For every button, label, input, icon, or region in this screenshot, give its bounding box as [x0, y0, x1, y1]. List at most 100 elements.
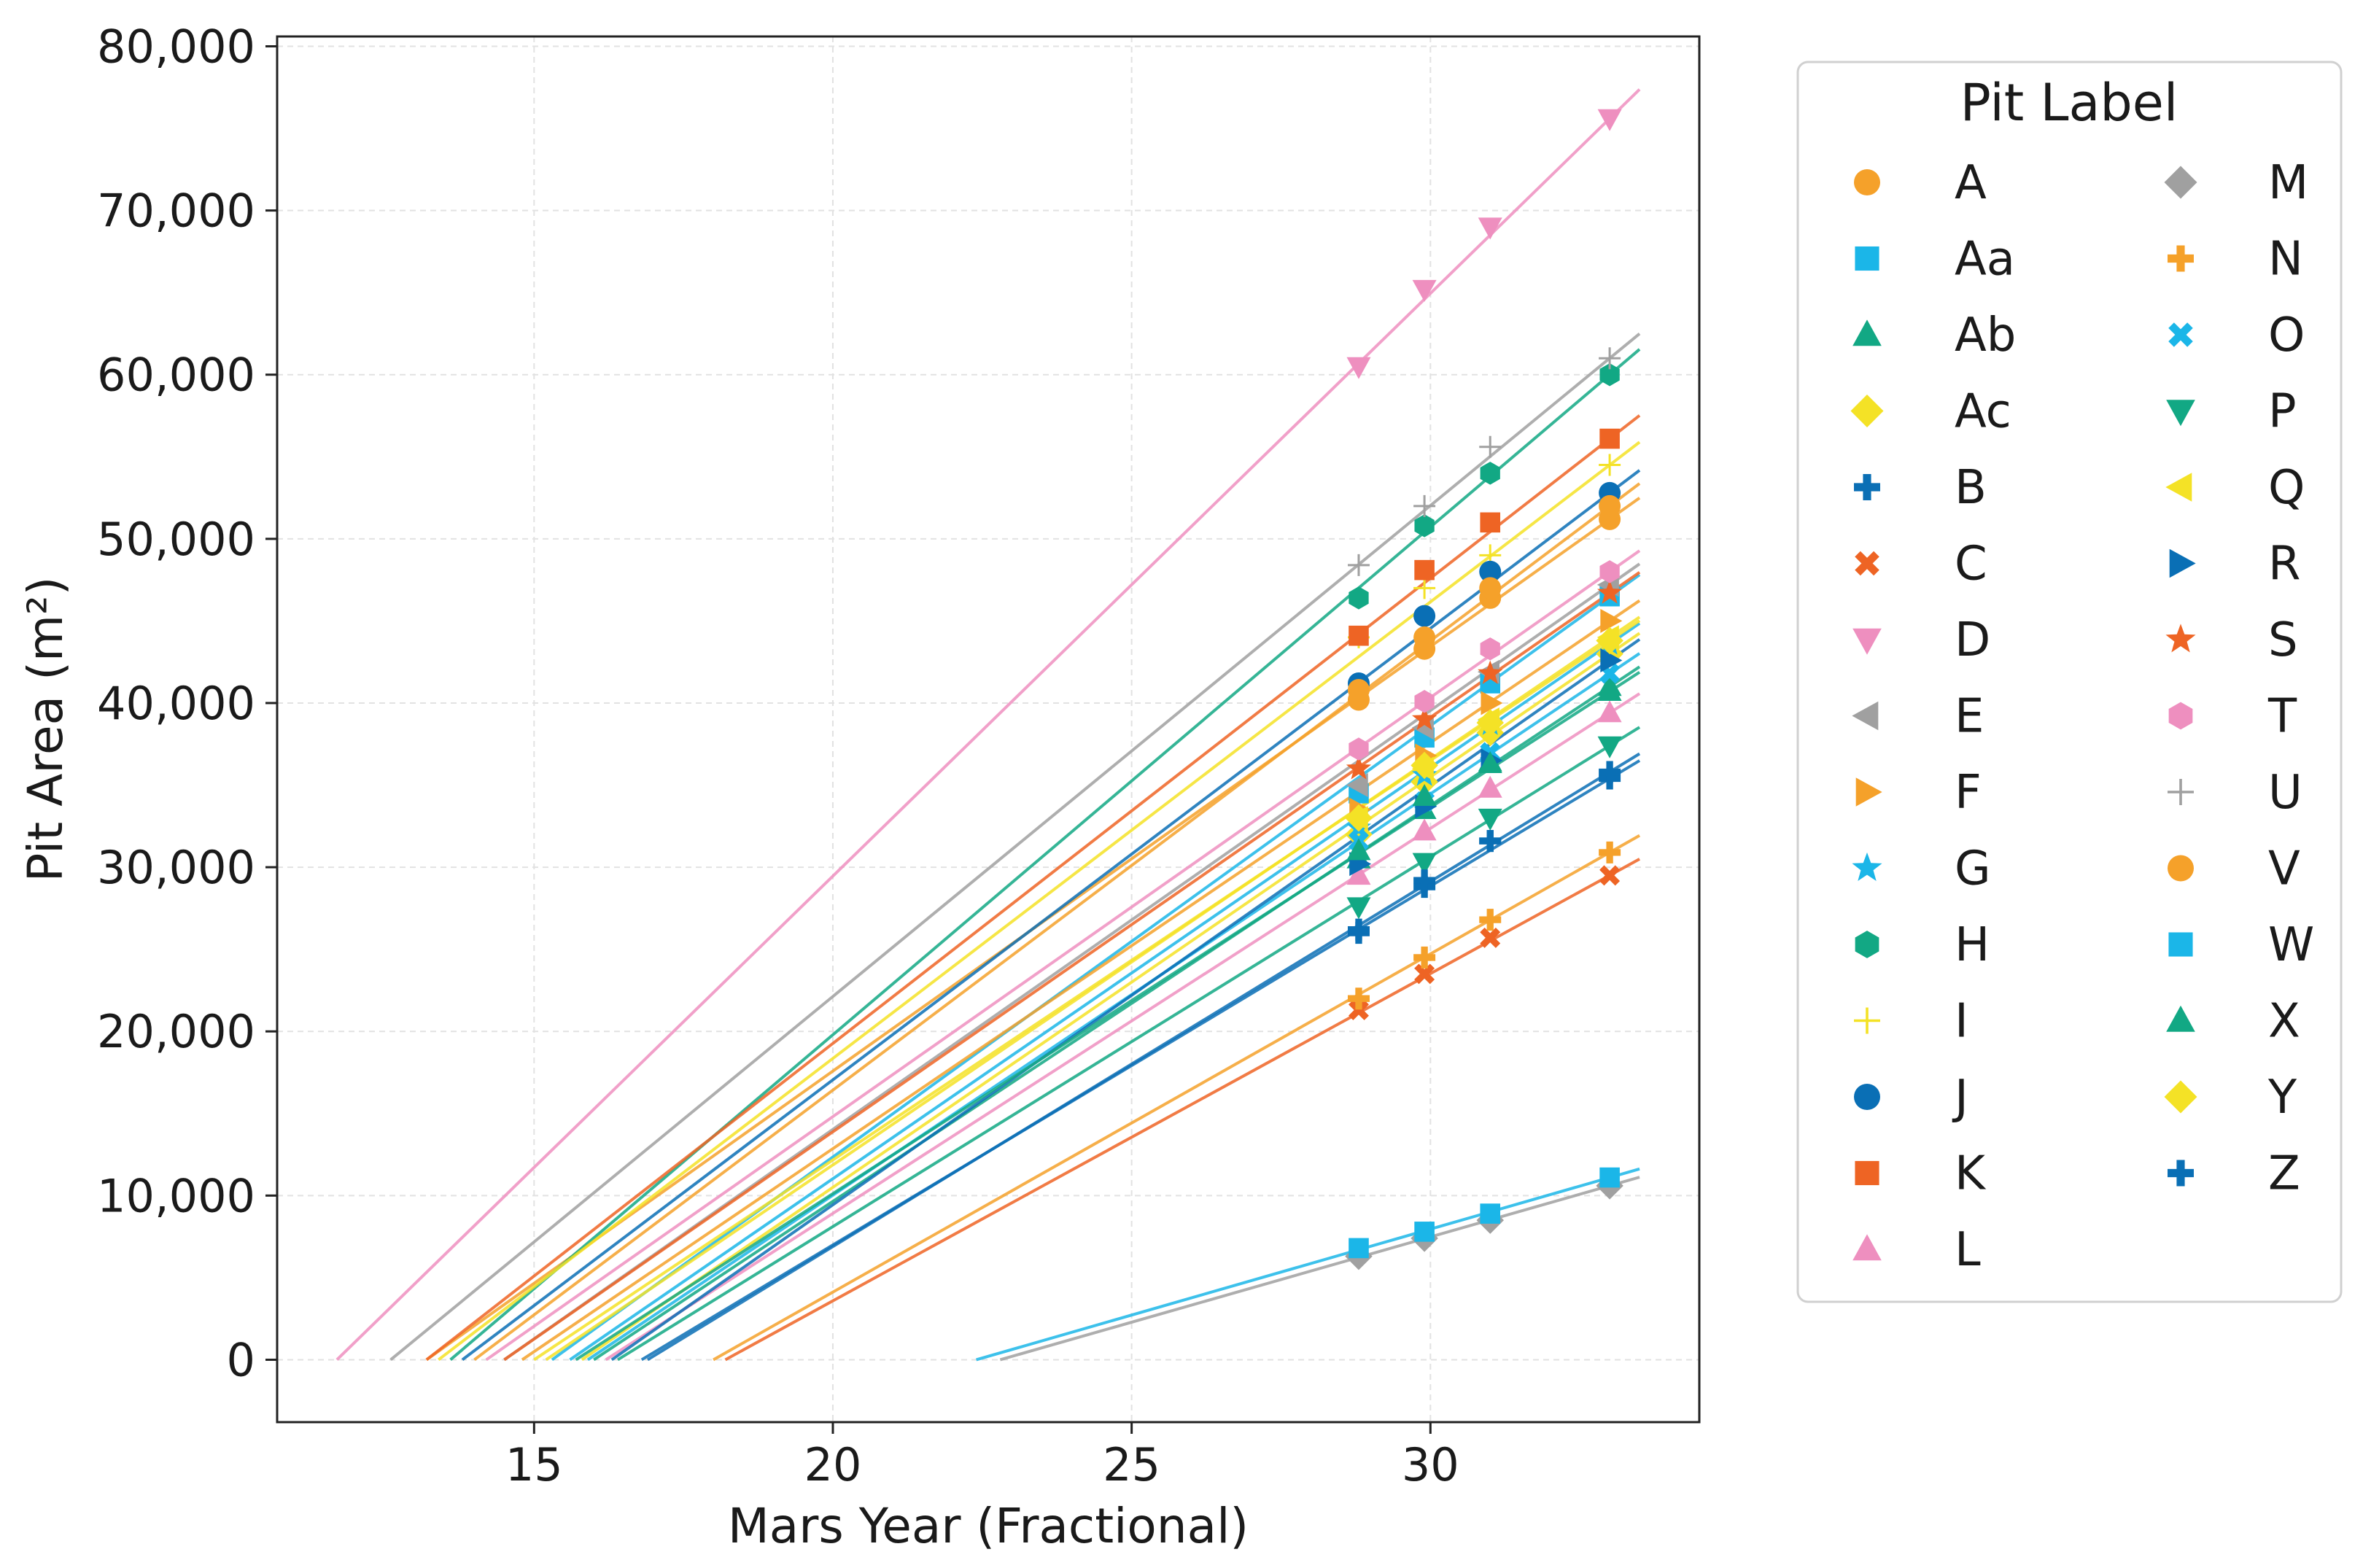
point-z — [1347, 918, 1370, 941]
point-z — [1599, 761, 1621, 783]
y-tick-label: 50,000 — [97, 513, 255, 566]
point-k — [1599, 428, 1620, 449]
legend-marker-k — [1855, 1160, 1879, 1186]
point-t — [1480, 637, 1500, 661]
y-tick-label: 80,000 — [97, 20, 255, 74]
legend-marker-w — [2168, 932, 2193, 957]
point-c — [1599, 865, 1621, 886]
fit-lines — [335, 88, 1641, 1362]
legend-label-y: Y — [2267, 1071, 2297, 1125]
legend-marker-n — [2168, 245, 2194, 272]
legend-marker-p — [2166, 400, 2195, 427]
legend-marker-z — [2168, 1160, 2194, 1187]
legend-label-q: Q — [2268, 461, 2305, 515]
fit-line-ac — [581, 632, 1641, 1362]
legend-marker-f — [1855, 777, 1882, 807]
point-t — [1349, 737, 1369, 761]
legend-marker-i — [1854, 1007, 1880, 1034]
legend-label-v: V — [2268, 842, 2300, 896]
fit-line-y — [533, 619, 1641, 1362]
legend-marker-h — [1855, 931, 1879, 958]
point-x — [1412, 784, 1437, 807]
point-s — [1411, 706, 1437, 731]
legend-marker-aa — [1855, 246, 1879, 271]
fit-line-x — [575, 671, 1641, 1362]
point-v — [1599, 494, 1621, 517]
legend-label-s: S — [2268, 613, 2298, 667]
legend-label-b: B — [1955, 461, 1987, 515]
x-tick-label: 30 — [1402, 1438, 1459, 1491]
point-k — [1349, 625, 1369, 646]
fit-line-l — [605, 692, 1641, 1362]
legend-label-f: F — [1955, 766, 1982, 820]
y-tick-label: 30,000 — [97, 841, 255, 894]
y-tick-label: 40,000 — [97, 677, 255, 730]
point-v — [1479, 577, 1502, 599]
point-w — [1599, 1167, 1620, 1188]
point-u — [1479, 435, 1502, 458]
point-n — [1413, 946, 1436, 969]
legend-marker-o — [2168, 322, 2193, 347]
fit-line-aa — [551, 573, 1641, 1362]
point-s — [1596, 580, 1623, 604]
point-k — [1480, 512, 1501, 533]
point-c — [1348, 999, 1369, 1020]
legend-label-j: J — [1952, 1071, 1968, 1125]
legend-label-n: N — [2268, 233, 2303, 287]
point-p — [1478, 808, 1502, 831]
x-tick-label: 15 — [505, 1438, 563, 1491]
legend-marker-x — [2166, 1005, 2195, 1032]
legend-label-z: Z — [2268, 1147, 2300, 1201]
legend-label-c: C — [1955, 537, 1987, 591]
legend-label-k: K — [1955, 1147, 1987, 1201]
legend-label-r: R — [2268, 537, 2300, 591]
legend-label-w: W — [2268, 918, 2314, 972]
legend-label-d: D — [1955, 613, 1990, 667]
point-u — [1347, 554, 1370, 576]
point-p — [1597, 736, 1622, 758]
point-y — [1476, 709, 1504, 737]
y-axis-ticks: 0 10,000 20,000 30,000 40,000 50,000 60,000 70,… — [97, 20, 277, 1386]
point-w — [1414, 1222, 1435, 1242]
x-axis-title: Mars Year (Fractional) — [728, 1498, 1249, 1554]
y-tick-label: 60,000 — [97, 349, 255, 402]
point-s — [1346, 756, 1372, 780]
legend-label-ab: Ab — [1955, 308, 2016, 362]
point-c — [1414, 963, 1435, 985]
fit-line-h — [449, 348, 1641, 1361]
y-tick-label: 70,000 — [97, 185, 255, 238]
point-d — [1597, 109, 1622, 131]
legend-marker-u — [2168, 779, 2194, 805]
x-tick-label: 20 — [804, 1438, 862, 1491]
point-v — [1347, 678, 1370, 701]
legend-marker-l — [1852, 1234, 1882, 1261]
plot-area-frame — [276, 35, 1701, 1424]
fit-line-p — [616, 726, 1641, 1362]
legend-label-u: U — [2268, 766, 2302, 820]
point-d — [1346, 357, 1371, 379]
point-f — [1481, 691, 1503, 715]
legend-label-aa: Aa — [1955, 233, 2015, 287]
y-tick-label: 0 — [227, 1333, 255, 1386]
fit-line-r — [610, 638, 1641, 1362]
point-k — [1414, 559, 1435, 581]
point-l — [1346, 863, 1371, 885]
legend-marker-ac — [1850, 395, 1884, 427]
legend-label-l: L — [1955, 1223, 1981, 1277]
legend-label-x: X — [2268, 995, 2300, 1049]
point-n — [1347, 987, 1370, 1010]
point-n — [1599, 841, 1621, 863]
legend-marker-e — [1852, 701, 1879, 731]
legend-marker-y — [2164, 1080, 2197, 1114]
legend-frame — [1796, 61, 2343, 1303]
point-w — [1349, 1238, 1369, 1259]
point-i — [1599, 454, 1621, 476]
point-j — [1413, 605, 1436, 627]
point-w — [1480, 1203, 1501, 1224]
fit-line-f — [521, 599, 1641, 1362]
y-tick-label: 20,000 — [97, 1005, 255, 1058]
point-s — [1478, 660, 1503, 685]
point-u — [1413, 494, 1436, 517]
fit-line-q — [545, 616, 1641, 1362]
fit-line-s — [503, 571, 1641, 1362]
